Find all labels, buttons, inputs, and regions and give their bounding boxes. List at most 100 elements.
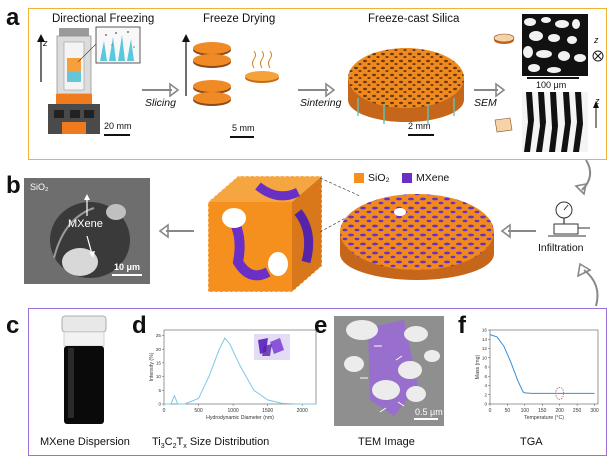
y-tick-label: 6 bbox=[484, 374, 487, 379]
scalebar-100um-label: 100 μm bbox=[536, 80, 567, 90]
caption-size-distribution: Ti3C2Tx Size Distribution bbox=[152, 436, 270, 451]
panel-a-frame bbox=[28, 8, 607, 160]
legend-sio2-label: SiO₂ bbox=[368, 172, 390, 184]
panel-letter-b: b bbox=[6, 172, 21, 199]
scalebar-10um bbox=[112, 274, 142, 276]
x-axis-label: Hydrodynamic Diameter (nm) bbox=[206, 415, 274, 421]
series-line bbox=[489, 334, 595, 394]
y-tick-label: 8 bbox=[484, 365, 487, 370]
z-axis-arrow-icon bbox=[37, 34, 45, 82]
z-axis-up-icon bbox=[593, 101, 599, 128]
freezing-rig-icon bbox=[48, 28, 100, 134]
infiltration-arrow-icon bbox=[500, 223, 536, 239]
slicing-arrow-icon bbox=[142, 82, 180, 98]
y-tick-label: 25 bbox=[156, 333, 162, 338]
y-tick-label: 15 bbox=[156, 360, 162, 365]
x-tick-label: 50 bbox=[505, 408, 511, 414]
step-freeze-cast-silica: Freeze-cast Silica bbox=[368, 13, 460, 25]
mxene-pointer-arrows bbox=[84, 194, 95, 258]
y-tick-label: 0 bbox=[484, 402, 487, 407]
panel-c-frame bbox=[28, 308, 607, 456]
y-axis-label: Intensity (%) bbox=[149, 352, 155, 381]
y-tick-label: 16 bbox=[482, 328, 488, 333]
y-tick-label: 20 bbox=[156, 347, 162, 352]
x-tick-label: 100 bbox=[521, 408, 530, 414]
composite-to-sem-arrow-icon bbox=[158, 223, 194, 239]
panel-letter-f: f bbox=[458, 312, 466, 339]
sem-arrow-icon bbox=[474, 82, 506, 98]
legend-mxene-swatch bbox=[402, 173, 412, 183]
freeze-dried-slices bbox=[193, 42, 279, 106]
z-axis-arrow-icon-2 bbox=[182, 34, 190, 96]
scalebar-5mm bbox=[230, 136, 254, 138]
panel-letter-e: e bbox=[314, 312, 328, 339]
panel-letter-a: a bbox=[6, 4, 20, 31]
sintering-arrow-icon bbox=[298, 82, 336, 98]
z-axis-out-of-plane-icon bbox=[592, 50, 604, 62]
plot-frame bbox=[163, 329, 317, 405]
sem-sio2-label: SiO₂ bbox=[30, 182, 49, 192]
panel-letter-c: c bbox=[6, 312, 20, 339]
mxene-flake-inset bbox=[254, 334, 290, 360]
longitudinal-slice-icon bbox=[494, 117, 513, 133]
scalebar-20mm bbox=[104, 134, 130, 136]
x-tick-label: 250 bbox=[573, 408, 582, 414]
x-tick-label: 300 bbox=[590, 408, 599, 414]
sem-longitudinal-image bbox=[522, 92, 588, 152]
sem-label: SEM bbox=[474, 97, 497, 109]
y-tick-label: 4 bbox=[484, 383, 487, 388]
caption-mxene-dispersion: MXene Dispersion bbox=[40, 436, 130, 448]
legend-mxene-label: MXene bbox=[416, 172, 450, 184]
y-tick-label: 10 bbox=[156, 374, 162, 379]
cross-section-disc-icon bbox=[493, 33, 515, 44]
sem-z-label-2: z bbox=[595, 96, 600, 106]
y-axis-label: Mass (mg) bbox=[475, 354, 481, 379]
y-tick-label: 5 bbox=[158, 388, 161, 393]
scalebar-5mm-label: 5 mm bbox=[232, 123, 255, 133]
dls-size-distribution-chart: 0 500 1000 1500 2000 0 5 10 15 20 25 Hydrodynamic D… bbox=[149, 329, 317, 421]
x-axis-label: Temperature (°C) bbox=[524, 415, 564, 421]
y-tick-label: 10 bbox=[482, 355, 488, 360]
panel-letter-d: d bbox=[132, 312, 147, 339]
mxene-composite-disc bbox=[340, 194, 494, 280]
legend-sio2-swatch bbox=[354, 173, 364, 183]
scalebar-10um-label: 10 μm bbox=[114, 262, 141, 272]
x-tick-label: 500 bbox=[194, 408, 203, 414]
x-tick-label: 2000 bbox=[297, 408, 308, 414]
curved-arrow-up-icon bbox=[576, 262, 599, 307]
x-tick-label: 0 bbox=[489, 408, 492, 414]
sintering-label: Sintering bbox=[300, 97, 342, 109]
tem-image bbox=[334, 316, 444, 426]
y-tick-label: 0 bbox=[158, 402, 161, 407]
zoom-dashed-lines bbox=[319, 177, 361, 233]
curved-arrow-down-icon bbox=[574, 159, 592, 196]
x-tick-label: 1500 bbox=[262, 408, 273, 414]
caption-tem-image: TEM Image bbox=[358, 436, 415, 448]
scalebar-0-5um bbox=[414, 418, 438, 420]
scalebar-20mm-label: 20 mm bbox=[104, 121, 132, 131]
y-tick-label: 12 bbox=[482, 346, 488, 351]
mxene-silica-cube bbox=[207, 175, 323, 293]
highlight-200c-marker bbox=[555, 386, 565, 400]
infiltration-label: Infiltration bbox=[538, 242, 584, 254]
ice-crystal-inset bbox=[95, 26, 141, 64]
x-tick-label: 1000 bbox=[228, 408, 239, 414]
scalebar-0-5um-label: 0.5 μm bbox=[415, 407, 443, 417]
sem-z-label: z bbox=[594, 35, 599, 45]
plot-frame bbox=[489, 329, 599, 405]
freeze-cast-silica-disc bbox=[348, 48, 464, 124]
x-tick-label: 150 bbox=[538, 408, 547, 414]
y-tick-label: 2 bbox=[484, 392, 487, 397]
mxene-dispersion-vial bbox=[61, 315, 107, 424]
x-tick-label: 0 bbox=[163, 408, 166, 414]
vacuum-infiltration-icon bbox=[548, 201, 590, 237]
series-line bbox=[164, 337, 316, 405]
sem-mxene-label: MXene bbox=[68, 218, 103, 230]
sem-cross-section-image bbox=[522, 14, 588, 76]
inset-pointer-line bbox=[77, 43, 97, 63]
slicing-label: Slicing bbox=[145, 97, 176, 109]
step-directional-freezing: Directional Freezing bbox=[52, 13, 155, 25]
scalebar-2mm-label: 2 mm bbox=[408, 121, 431, 131]
z-axis-label: z bbox=[43, 38, 48, 48]
y-tick-label: 14 bbox=[482, 337, 488, 342]
